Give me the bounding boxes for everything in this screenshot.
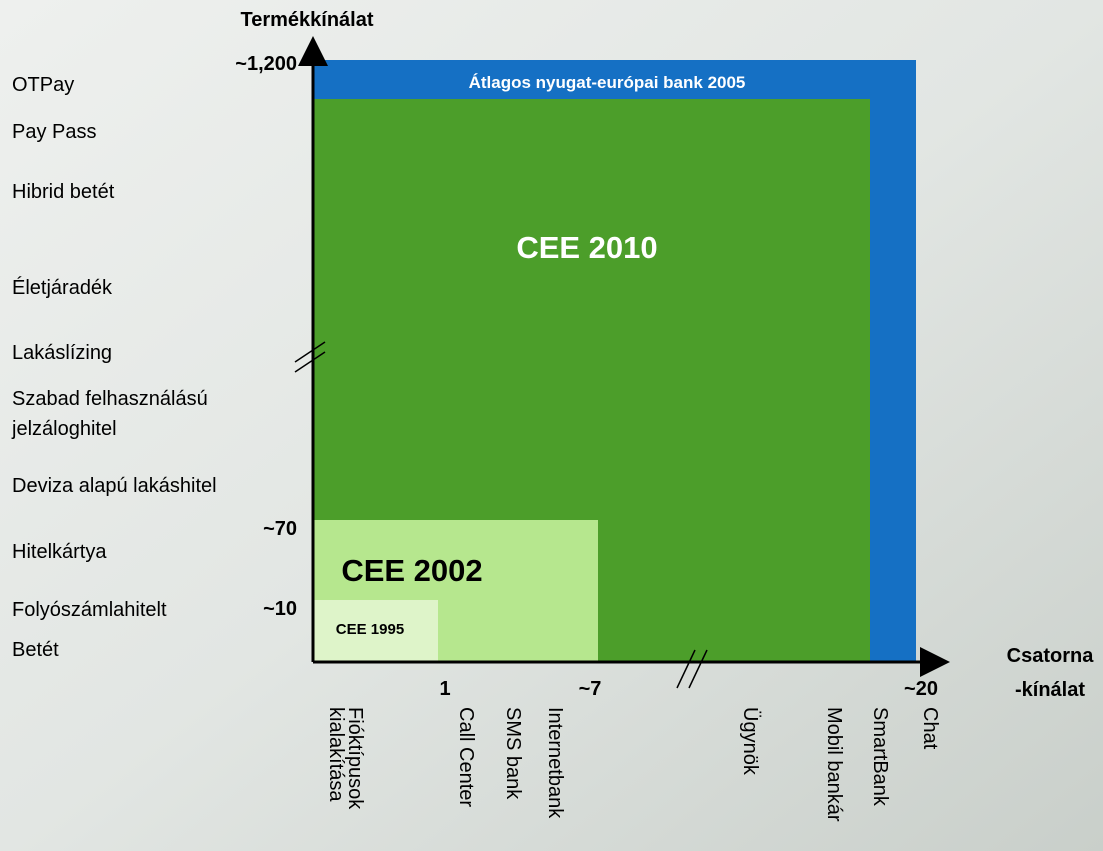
- y-tick-label: ~1,200: [235, 53, 297, 75]
- y-tick-label: ~70: [263, 518, 297, 540]
- channel-label: Call Center: [455, 707, 477, 807]
- y-axis-title: Termékkínálat: [240, 9, 373, 31]
- product-label: Pay Pass: [12, 121, 96, 143]
- x-axis-title: Csatorna: [1007, 645, 1095, 667]
- channel-label: kialakítása: [325, 707, 347, 802]
- box-label: CEE 2010: [516, 230, 657, 265]
- channel-label: Mobil bankár: [823, 707, 845, 822]
- box-label: Átlagos nyugat-európai bank 2005: [469, 73, 746, 92]
- x-tick-label: ~7: [579, 678, 602, 700]
- channel-label: Internetbank: [544, 707, 566, 819]
- product-label: Életjáradék: [12, 276, 113, 299]
- x-tick-label: ~20: [904, 678, 938, 700]
- product-label: OTPay: [12, 74, 74, 96]
- product-label: Deviza alapú lakáshitel: [12, 475, 217, 497]
- channel-label: Ügynök: [739, 707, 761, 776]
- box-label: CEE 2002: [341, 553, 482, 588]
- product-label: Hibrid betét: [12, 181, 115, 203]
- product-label: Lakáslízing: [12, 342, 112, 364]
- product-label: Folyószámlahitelt: [12, 599, 167, 621]
- channel-label: Chat: [919, 707, 941, 750]
- product-label: jelzáloghitel: [11, 418, 117, 440]
- slide: Átlagos nyugat-európai bank 2005 CEE 201…: [0, 0, 1103, 851]
- x-tick-label: 1: [439, 678, 450, 700]
- box-label: CEE 1995: [336, 621, 404, 638]
- product-label: Betét: [12, 639, 59, 661]
- x-axis-title: -kínálat: [1015, 679, 1085, 701]
- product-label: Hitelkártya: [12, 541, 107, 563]
- channel-label: SMS bank: [502, 707, 524, 800]
- product-label: Szabad felhasználású: [12, 388, 208, 410]
- channel-label: SmartBank: [869, 707, 891, 807]
- y-tick-label: ~10: [263, 598, 297, 620]
